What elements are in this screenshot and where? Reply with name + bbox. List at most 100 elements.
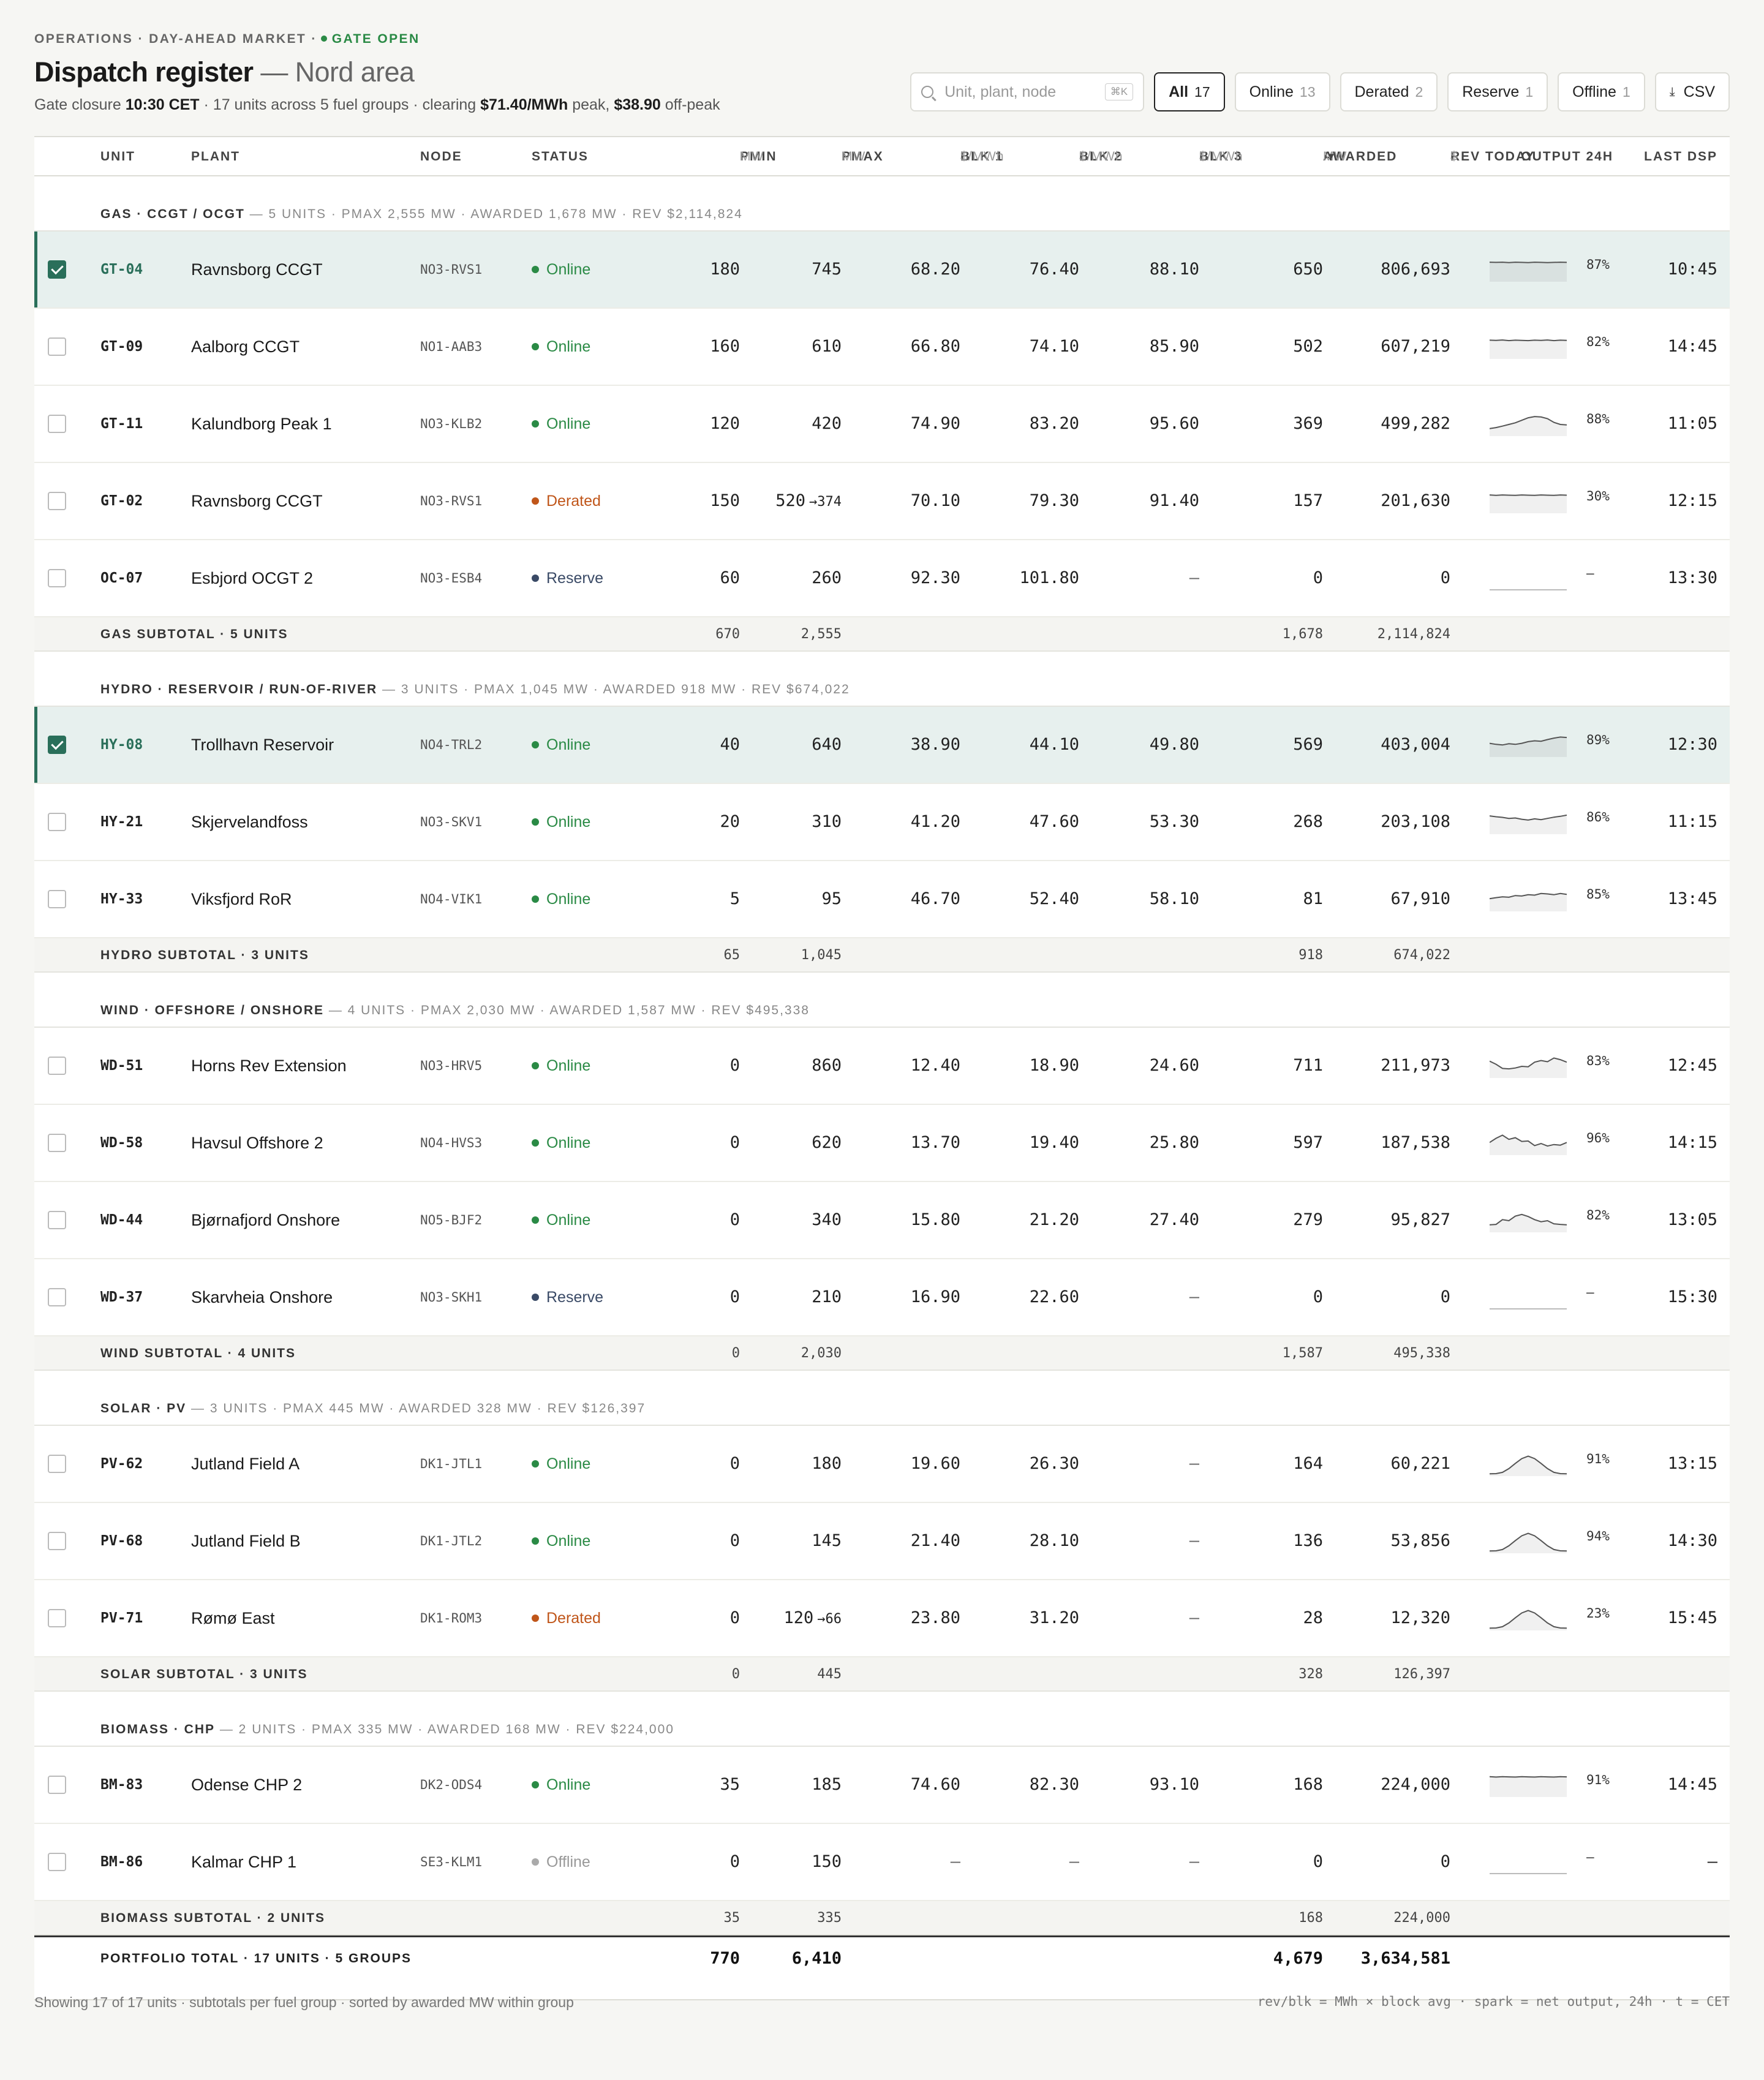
unit-id[interactable]: WD-51 <box>100 1028 143 1104</box>
node-id: NO3-SKH1 <box>420 1259 482 1335</box>
block2-price: 76.40 <box>1030 232 1079 307</box>
table-row[interactable]: PV-71 Rømø East DK1-ROM3 Derated 0 120 →66 23.8… <box>34 1580 1730 1657</box>
row-checkbox[interactable] <box>48 736 66 754</box>
unit-id[interactable]: HY-21 <box>100 784 143 860</box>
col-output-24h[interactable]: OUTPUT 24H <box>1521 137 1613 176</box>
row-checkbox[interactable] <box>48 1134 66 1152</box>
filter-online[interactable]: Online 13 <box>1235 72 1330 111</box>
status-label: Online <box>546 261 590 278</box>
output-percent: — <box>1586 1819 1594 1895</box>
col-status[interactable]: STATUS <box>532 137 589 176</box>
unit-id[interactable]: GT-11 <box>100 386 143 462</box>
unit-id[interactable]: BM-86 <box>100 1824 143 1900</box>
toolbar: Unit, plant, node ⌘K All 17 Online 13 Dera… <box>910 72 1730 111</box>
block1-price: 46.70 <box>911 861 960 937</box>
subtotal-label: BIOMASS SUBTOTAL · 2 UNITS <box>100 1901 325 1935</box>
awarded-mw: 157 <box>1293 463 1323 539</box>
download-icon: ⤓ <box>1670 85 1675 99</box>
table-row[interactable]: BM-83 Odense CHP 2 DK2-ODS4 Online 35 185 74.6… <box>34 1747 1730 1824</box>
table-row[interactable]: WD-51 Horns Rev Extension NO3-HRV5 Online 0 8… <box>34 1028 1730 1105</box>
row-checkbox[interactable] <box>48 1609 66 1627</box>
table-row[interactable]: HY-08 Trollhavn Reservoir NO4-TRL2 Online 40… <box>34 707 1730 784</box>
unit-id[interactable]: GT-09 <box>100 309 143 385</box>
filter-derated[interactable]: Derated 2 <box>1340 72 1438 111</box>
csv-export-button[interactable]: ⤓ CSV <box>1655 72 1730 111</box>
block2-price: 31.20 <box>1030 1580 1079 1656</box>
unit-id[interactable]: HY-08 <box>100 707 143 783</box>
last-dispatch-time: 10:45 <box>1668 232 1717 307</box>
col-plant[interactable]: PLANT <box>191 137 240 176</box>
unit-id[interactable]: BM-83 <box>100 1747 143 1823</box>
table-row[interactable]: WD-37 Skarvheia Onshore NO3-SKH1 Reserve 0 21… <box>34 1259 1730 1336</box>
filter-all[interactable]: All 17 <box>1154 72 1225 111</box>
last-dispatch-time: 11:15 <box>1668 784 1717 860</box>
row-checkbox[interactable] <box>48 260 66 279</box>
crumb-operations[interactable]: OPERATIONS <box>34 32 133 46</box>
table-row[interactable]: GT-04 Ravnsborg CCGT NO3-RVS1 Online 180 745 6… <box>34 232 1730 309</box>
status-badge: Online <box>532 1747 590 1823</box>
last-dispatch-time: 12:30 <box>1668 707 1717 783</box>
row-checkbox[interactable] <box>48 569 66 587</box>
row-checkbox[interactable] <box>48 1211 66 1229</box>
row-checkbox[interactable] <box>48 1288 66 1306</box>
unit-id[interactable]: PV-71 <box>100 1580 143 1656</box>
sparkline-area <box>1490 495 1567 513</box>
table-row[interactable]: HY-21 Skjervelandfoss NO3-SKV1 Online 20 310 4… <box>34 784 1730 861</box>
output-sparkline <box>1490 566 1567 590</box>
table-row[interactable]: GT-02 Ravnsborg CCGT NO3-RVS1 Derated 150 520… <box>34 463 1730 540</box>
col-unit[interactable]: UNIT <box>100 137 135 176</box>
filter-reserve[interactable]: Reserve 1 <box>1447 72 1548 111</box>
status-label: Reserve <box>546 570 603 587</box>
col-last-dispatch[interactable]: LAST DSP <box>1644 137 1717 176</box>
search-input[interactable]: Unit, plant, node ⌘K <box>910 72 1144 111</box>
unit-id[interactable]: GT-02 <box>100 463 143 539</box>
table-row[interactable]: OC-07 Esbjord OCGT 2 NO3-ESB4 Reserve 60 260 9… <box>34 540 1730 617</box>
row-checkbox[interactable] <box>48 1853 66 1871</box>
table-row[interactable]: GT-09 Aalborg CCGT NO1-AAB3 Online 160 610 66.… <box>34 309 1730 386</box>
awarded-mw: 136 <box>1293 1503 1323 1579</box>
row-checkbox[interactable] <box>48 337 66 356</box>
row-checkbox[interactable] <box>48 1532 66 1550</box>
last-dispatch-time: 13:45 <box>1668 861 1717 937</box>
unit-id[interactable]: PV-68 <box>100 1503 143 1579</box>
table-row[interactable]: PV-62 Jutland Field A DK1-JTL1 Online 0 180 19… <box>34 1426 1730 1503</box>
row-checkbox[interactable] <box>48 890 66 908</box>
crumb-market[interactable]: DAY-AHEAD MARKET <box>149 32 306 46</box>
table-row[interactable]: WD-44 Bjørnafjord Onshore NO5-BJF2 Online 0 3… <box>34 1182 1730 1259</box>
row-checkbox[interactable] <box>48 1057 66 1075</box>
table-row[interactable]: WD-58 Havsul Offshore 2 NO4-HVS3 Online 0 620… <box>34 1105 1730 1182</box>
table-row[interactable]: BM-86 Kalmar CHP 1 SE3-KLM1 Offline 0 150 — — — 0… <box>34 1824 1730 1901</box>
filter-offline[interactable]: Offline 1 <box>1558 72 1645 111</box>
unit-id[interactable]: WD-37 <box>100 1259 143 1335</box>
block1-price: 19.60 <box>911 1426 960 1502</box>
block1-price: 12.40 <box>911 1028 960 1104</box>
unit-id[interactable]: OC-07 <box>100 540 143 616</box>
block2-price: 21.20 <box>1030 1182 1079 1258</box>
row-checkbox[interactable] <box>48 1776 66 1794</box>
output-sparkline <box>1490 887 1567 911</box>
revenue-today: 12,320 <box>1390 1580 1450 1656</box>
row-checkbox[interactable] <box>48 1455 66 1473</box>
block3-price: 88.10 <box>1150 232 1199 307</box>
output-percent: 88% <box>1586 381 1610 457</box>
row-checkbox[interactable] <box>48 415 66 433</box>
unit-id[interactable]: HY-33 <box>100 861 143 937</box>
subtotal-revenue: 2,114,824 <box>1378 617 1450 652</box>
status-dot <box>532 1537 539 1545</box>
table-row[interactable]: PV-68 Jutland Field B DK1-JTL2 Online 0 145 21… <box>34 1503 1730 1580</box>
unit-id[interactable]: WD-58 <box>100 1105 143 1181</box>
node-id: DK1-JTL1 <box>420 1426 482 1502</box>
unit-id[interactable]: GT-04 <box>100 232 143 307</box>
row-checkbox[interactable] <box>48 492 66 510</box>
status-dot <box>532 1858 539 1866</box>
col-node[interactable]: NODE <box>420 137 462 176</box>
table-row[interactable]: HY-33 Viksfjord RoR NO4-VIK1 Online 5 95 46.70… <box>34 861 1730 938</box>
node-id: NO3-KLB2 <box>420 386 482 462</box>
pmax-value: 95 <box>821 861 842 937</box>
group-header: HYDRO · RESERVOIR / RUN-OF-RIVER — 3 UNI… <box>34 652 1730 707</box>
unit-id[interactable]: PV-62 <box>100 1426 143 1502</box>
row-checkbox[interactable] <box>48 813 66 831</box>
status-dot <box>532 1781 539 1788</box>
table-row[interactable]: GT-11 Kalundborg Peak 1 NO3-KLB2 Online 120 4… <box>34 386 1730 463</box>
unit-id[interactable]: WD-44 <box>100 1182 143 1258</box>
